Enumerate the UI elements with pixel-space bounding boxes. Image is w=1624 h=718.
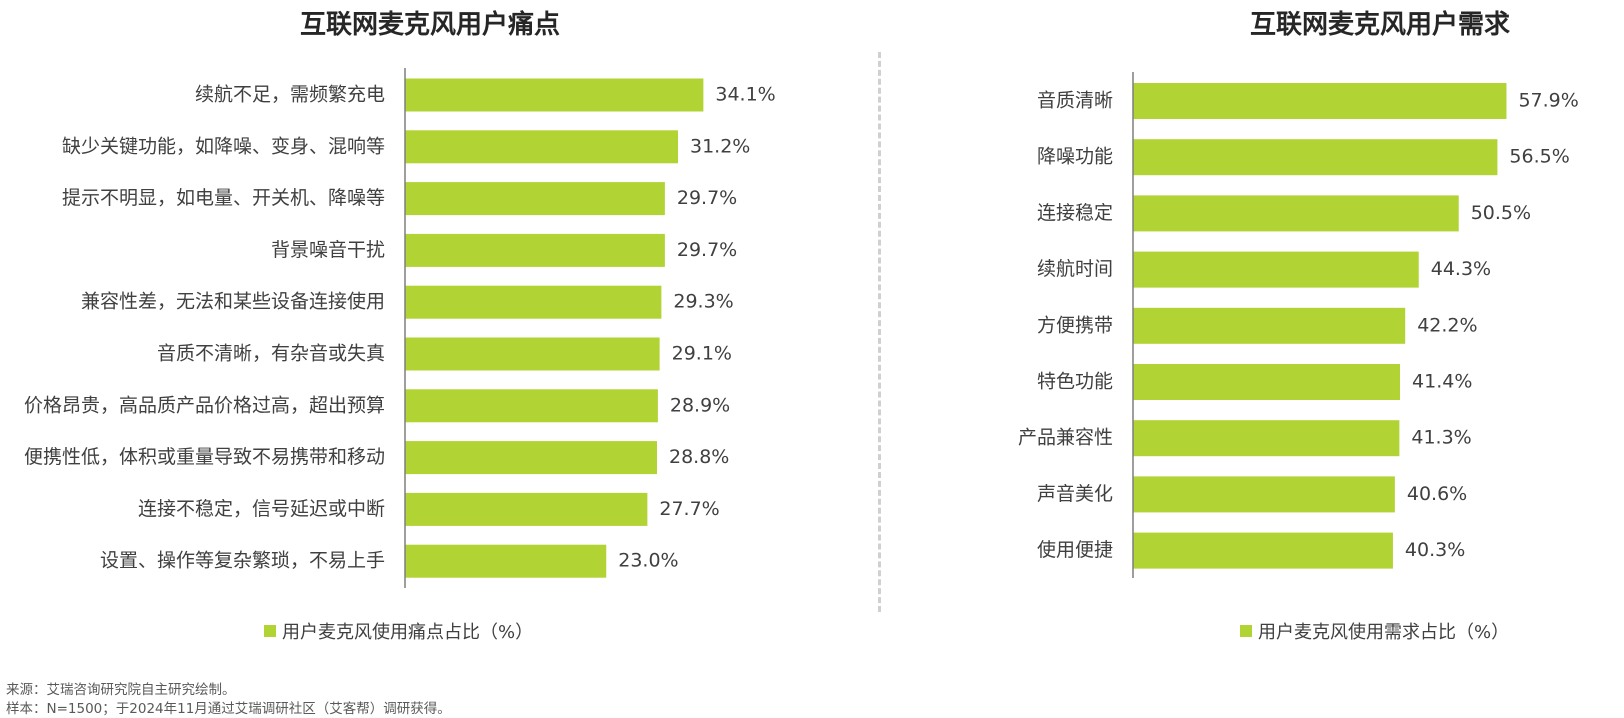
category-label-pain-6: 价格昂贵，高品质产品价格过高，超出预算 <box>24 394 385 416</box>
value-label-need-4: 42.2% <box>1417 314 1477 336</box>
bar-need-7 <box>1133 476 1395 513</box>
panel-divider <box>878 52 881 612</box>
chart-need-group: 音质清晰 57.9% 降噪功能 56.5% 连接稳定 50.5% 续航时间 44.3% 方便携带… <box>1018 72 1579 578</box>
chart-title-needs: 互联网麦克风用户需求 <box>1249 10 1510 40</box>
bar-pain-4 <box>405 285 662 319</box>
value-label-need-1: 56.5% <box>1509 146 1569 168</box>
bar-pain-5 <box>405 337 660 371</box>
bar-pain-6 <box>405 389 658 423</box>
category-label-need-5: 特色功能 <box>1037 371 1113 393</box>
chart-title-pain-points: 互联网麦克风用户痛点 <box>299 10 560 40</box>
bar-pain-0 <box>405 78 704 112</box>
category-label-pain-1: 缺少关键功能，如降噪、变身、混响等 <box>62 135 385 157</box>
category-label-pain-9: 设置、操作等复杂繁琐，不易上手 <box>100 550 385 572</box>
category-label-need-2: 连接稳定 <box>1037 202 1113 224</box>
value-label-pain-3: 29.7% <box>677 239 737 261</box>
category-label-need-0: 音质清晰 <box>1037 90 1113 112</box>
bar-need-6 <box>1133 420 1400 457</box>
value-label-pain-9: 23.0% <box>618 550 678 572</box>
category-label-need-6: 产品兼容性 <box>1018 427 1113 449</box>
value-label-pain-0: 34.1% <box>715 84 775 106</box>
bar-pain-8 <box>405 492 648 526</box>
value-label-pain-1: 31.2% <box>690 135 750 157</box>
category-label-need-1: 降噪功能 <box>1037 146 1113 168</box>
chart-pain-group: 续航不足，需频繁充电 34.1% 缺少关键功能，如降噪、变身、混响等 31.2% 提示不… <box>24 68 776 588</box>
value-label-need-8: 40.3% <box>1405 539 1465 561</box>
legend-label-pain-points: 用户麦克风使用痛点占比（%） <box>282 622 534 643</box>
bar-need-3 <box>1133 251 1419 288</box>
source-note: 来源：艾瑞咨询研究院自主研究绘制。 <box>6 682 236 698</box>
value-label-pain-7: 28.8% <box>669 446 729 468</box>
value-label-pain-2: 29.7% <box>677 187 737 209</box>
category-label-pain-0: 续航不足，需频繁充电 <box>195 84 385 106</box>
value-label-pain-5: 29.1% <box>672 343 732 365</box>
category-label-need-3: 续航时间 <box>1037 258 1113 280</box>
legend-swatch-needs <box>1240 625 1252 637</box>
category-label-pain-3: 背景噪音干扰 <box>271 239 385 261</box>
category-label-need-7: 声音美化 <box>1037 483 1113 505</box>
category-label-need-4: 方便携带 <box>1037 314 1113 336</box>
sample-note: 样本：N=1500；于2024年11月通过艾瑞调研社区（艾客帮）调研获得。 <box>6 701 451 717</box>
bar-need-2 <box>1133 195 1459 232</box>
bar-need-5 <box>1133 364 1401 400</box>
category-label-pain-7: 便携性低，体积或重量导致不易携带和移动 <box>24 446 385 468</box>
bar-pain-7 <box>405 441 657 475</box>
category-label-pain-4: 兼容性差，无法和某些设备连接使用 <box>81 291 385 313</box>
category-label-pain-2: 提示不明显，如电量、开关机、降噪等 <box>62 187 385 209</box>
bar-pain-3 <box>405 233 665 267</box>
legend-swatch-pain-points <box>264 625 276 637</box>
category-label-pain-8: 连接不稳定，信号延迟或中断 <box>138 498 385 520</box>
value-label-pain-4: 29.3% <box>673 291 733 313</box>
bar-need-4 <box>1133 307 1406 344</box>
value-label-pain-8: 27.7% <box>659 498 719 520</box>
value-label-need-3: 44.3% <box>1431 258 1491 280</box>
bar-need-8 <box>1133 532 1393 569</box>
category-label-pain-5: 音质不清晰，有杂音或失真 <box>157 343 385 365</box>
value-label-need-7: 40.6% <box>1407 483 1467 505</box>
legend-pain-points: 用户麦克风使用痛点占比（%） <box>264 618 533 644</box>
bar-pain-1 <box>405 130 678 164</box>
legend-needs: 用户麦克风使用需求占比（%） <box>1240 618 1509 644</box>
bar-pain-2 <box>405 182 665 216</box>
value-label-pain-6: 28.9% <box>670 394 730 416</box>
value-label-need-2: 50.5% <box>1471 202 1531 224</box>
value-label-need-6: 41.3% <box>1411 427 1471 449</box>
category-label-need-8: 使用便捷 <box>1037 539 1113 561</box>
value-label-need-0: 57.9% <box>1518 90 1578 112</box>
bar-need-0 <box>1133 83 1507 119</box>
bar-need-1 <box>1133 139 1498 176</box>
value-label-need-5: 41.4% <box>1412 371 1472 393</box>
bar-pain-9 <box>405 544 607 578</box>
legend-label-needs: 用户麦克风使用需求占比（%） <box>1258 622 1510 643</box>
